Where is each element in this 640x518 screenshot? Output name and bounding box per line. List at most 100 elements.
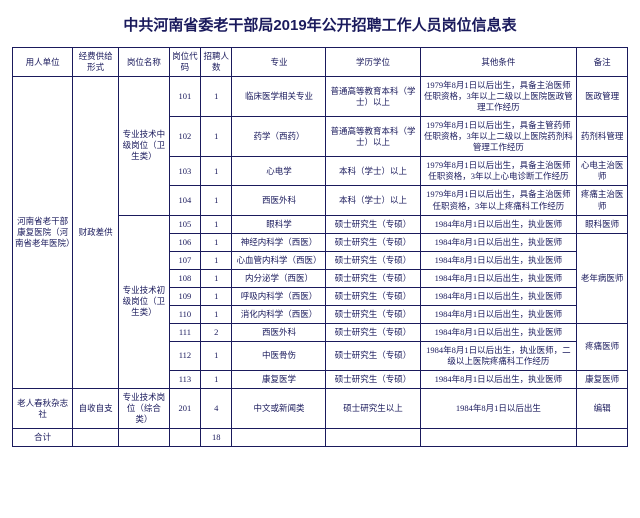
cell-unit: 河南省老干部康复医院（河南省老年医院） xyxy=(13,77,73,389)
cell-cond: 1979年8月1日以后出生，具备主治医师任职资格，3年以上心电诊断工作经历 xyxy=(420,157,577,186)
cell-note: 眼科医师 xyxy=(577,215,628,233)
cell-num: 1 xyxy=(201,287,232,305)
cell-note: 康复医师 xyxy=(577,370,628,388)
empty-cell xyxy=(169,429,200,447)
cell-note: 编辑 xyxy=(577,389,628,429)
th-post: 岗位名称 xyxy=(119,48,170,77)
cell-num: 1 xyxy=(201,341,232,370)
cell-note-pain: 疼痛医师 xyxy=(577,323,628,370)
cell-major: 药学（西药） xyxy=(232,117,326,157)
cell-major: 西医外科 xyxy=(232,186,326,215)
cell-major: 眼科学 xyxy=(232,215,326,233)
cell-code: 104 xyxy=(169,186,200,215)
cell-major: 心血管内科学（西医） xyxy=(232,251,326,269)
cell-cond: 1984年8月1日以后出生，执业医师 xyxy=(420,233,577,251)
cell-edu: 本科（学士）以上 xyxy=(326,157,420,186)
cell-note-old: 老年病医师 xyxy=(577,233,628,323)
table-row: 老人春秋杂志社 自收自支 专业技术岗位（综合类） 201 4 中文或新闻类 硕士… xyxy=(13,389,628,429)
cell-edu: 硕士研究生以上 xyxy=(326,389,420,429)
cell-edu: 硕士研究生（专硕） xyxy=(326,341,420,370)
cell-cond: 1979年8月1日以后出生，具备主治医师任职资格，3年以上二级以上医院医政管理工… xyxy=(420,77,577,117)
cell-code: 101 xyxy=(169,77,200,117)
cell-num: 1 xyxy=(201,77,232,117)
cell-edu: 硕士研究生（专硕） xyxy=(326,305,420,323)
cell-num: 2 xyxy=(201,323,232,341)
cell-edu: 硕士研究生（专硕） xyxy=(326,269,420,287)
total-num: 18 xyxy=(201,429,232,447)
cell-major: 中文或新闻类 xyxy=(232,389,326,429)
cell-note: 医政管理 xyxy=(577,77,628,117)
cell-major: 中医骨伤 xyxy=(232,341,326,370)
th-edu: 学历学位 xyxy=(326,48,420,77)
table-row: 河南省老干部康复医院（河南省老年医院） 财政差供 专业技术中级岗位（卫生类） 1… xyxy=(13,77,628,117)
cell-code: 109 xyxy=(169,287,200,305)
cell-major: 临床医学相关专业 xyxy=(232,77,326,117)
th-num: 招聘人数 xyxy=(201,48,232,77)
cell-code: 106 xyxy=(169,233,200,251)
cell-edu: 硕士研究生（专硕） xyxy=(326,287,420,305)
cell-major: 心电学 xyxy=(232,157,326,186)
cell-num: 1 xyxy=(201,305,232,323)
total-label: 合计 xyxy=(13,429,73,447)
th-code: 岗位代码 xyxy=(169,48,200,77)
empty-cell xyxy=(326,429,420,447)
cell-post2: 专业技术岗位（综合类） xyxy=(119,389,170,429)
cell-edu: 硕士研究生（专硕） xyxy=(326,215,420,233)
cell-code: 102 xyxy=(169,117,200,157)
cell-num: 1 xyxy=(201,157,232,186)
th-cond: 其他条件 xyxy=(420,48,577,77)
cell-edu: 本科（学士）以上 xyxy=(326,186,420,215)
cell-cond: 1984年8月1日以后出生，执业医师 xyxy=(420,287,577,305)
cell-post-jr: 专业技术初级岗位（卫生类） xyxy=(119,215,170,388)
cell-num: 1 xyxy=(201,117,232,157)
cell-code: 108 xyxy=(169,269,200,287)
cell-cond: 1979年8月1日以后出生，具备主治医师任职资格，3年以上疼痛科工作经历 xyxy=(420,186,577,215)
th-note: 备注 xyxy=(577,48,628,77)
empty-cell xyxy=(73,429,119,447)
job-table: 用人单位 经费供给形式 岗位名称 岗位代码 招聘人数 专业 学历学位 其他条件 … xyxy=(12,47,628,447)
empty-cell xyxy=(119,429,170,447)
header-row: 用人单位 经费供给形式 岗位名称 岗位代码 招聘人数 专业 学历学位 其他条件 … xyxy=(13,48,628,77)
cell-cond: 1979年8月1日以后出生，具备主管药师任职资格，3年以上二级以上医院药剂科管理… xyxy=(420,117,577,157)
empty-cell xyxy=(232,429,326,447)
cell-cond: 1984年8月1日以后出生，执业医师 xyxy=(420,215,577,233)
cell-cond: 1984年8月1日以后出生，执业医师 xyxy=(420,305,577,323)
cell-edu: 硕士研究生（专硕） xyxy=(326,323,420,341)
cell-major: 西医外科 xyxy=(232,323,326,341)
cell-fund2: 自收自支 xyxy=(73,389,119,429)
cell-cond: 1984年8月1日以后出生 xyxy=(420,389,577,429)
cell-major: 消化内科学（西医） xyxy=(232,305,326,323)
th-fund: 经费供给形式 xyxy=(73,48,119,77)
cell-edu: 硕士研究生（专硕） xyxy=(326,251,420,269)
cell-num: 4 xyxy=(201,389,232,429)
cell-cond: 1984年8月1日以后出生，执业医师 xyxy=(420,370,577,388)
cell-num: 1 xyxy=(201,251,232,269)
cell-num: 1 xyxy=(201,370,232,388)
page-title: 中共河南省委老干部局2019年公开招聘工作人员岗位信息表 xyxy=(12,14,628,35)
cell-major: 神经内科学（西医） xyxy=(232,233,326,251)
cell-num: 1 xyxy=(201,269,232,287)
cell-code: 111 xyxy=(169,323,200,341)
empty-cell xyxy=(420,429,577,447)
cell-code: 113 xyxy=(169,370,200,388)
empty-cell xyxy=(577,429,628,447)
cell-num: 1 xyxy=(201,233,232,251)
cell-post-mid: 专业技术中级岗位（卫生类） xyxy=(119,77,170,215)
cell-edu: 普通高等教育本科（学士）以上 xyxy=(326,77,420,117)
cell-edu: 硕士研究生（专硕） xyxy=(326,370,420,388)
cell-edu: 硕士研究生（专硕） xyxy=(326,233,420,251)
th-major: 专业 xyxy=(232,48,326,77)
cell-note: 心电主治医师 xyxy=(577,157,628,186)
cell-major: 内分泌学（西医） xyxy=(232,269,326,287)
cell-code: 103 xyxy=(169,157,200,186)
cell-note: 药剂科管理 xyxy=(577,117,628,157)
cell-code: 110 xyxy=(169,305,200,323)
cell-code: 107 xyxy=(169,251,200,269)
cell-cond: 1984年8月1日以后出生，执业医师 xyxy=(420,269,577,287)
cell-note: 疼痛主治医师 xyxy=(577,186,628,215)
cell-cond: 1984年8月1日以后出生，执业医师，二级以上医院疼痛科工作经历 xyxy=(420,341,577,370)
cell-unit2: 老人春秋杂志社 xyxy=(13,389,73,429)
cell-num: 1 xyxy=(201,215,232,233)
cell-major: 呼吸内科学（西医） xyxy=(232,287,326,305)
cell-fund: 财政差供 xyxy=(73,77,119,389)
